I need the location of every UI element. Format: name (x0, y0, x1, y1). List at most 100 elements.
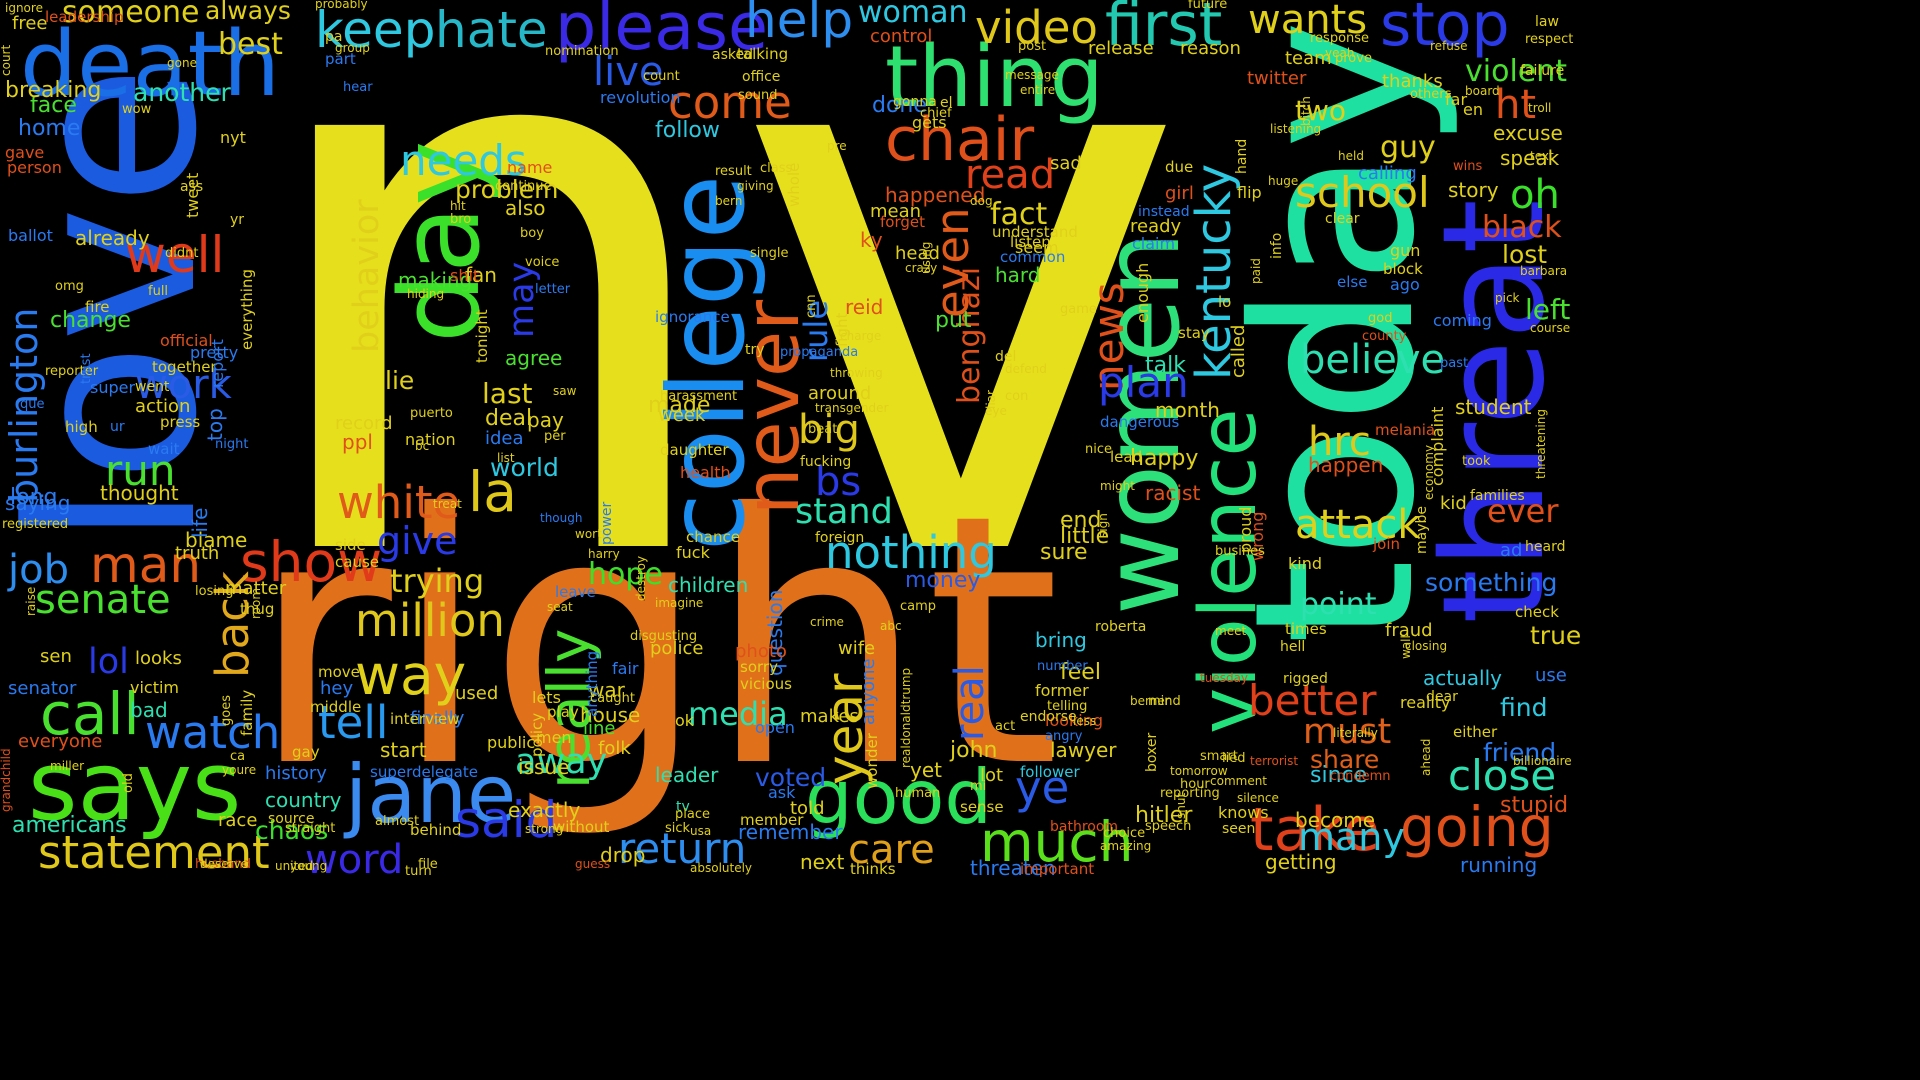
word-bitch: bitch (1299, 96, 1313, 126)
word-hell: hell (1280, 639, 1306, 655)
word-worth: worth (575, 527, 610, 541)
word-gone: gone (167, 56, 197, 70)
word-come: come (668, 76, 792, 129)
word-release: release (1088, 38, 1154, 59)
word-something: something (1425, 568, 1558, 597)
word-huge: huge (1268, 174, 1299, 188)
word-sen: sen (40, 646, 72, 667)
word-telling: telling (1047, 699, 1088, 714)
word-result: result (715, 164, 752, 179)
word-open: open (755, 718, 795, 737)
word-list: list (497, 451, 515, 465)
word-agree: agree (505, 346, 563, 370)
word-leave: leave (555, 583, 596, 601)
word-sad: sad (1050, 153, 1082, 174)
word-school: school (1295, 168, 1430, 217)
word-bad: bad (130, 698, 168, 722)
word-sign: sign (1096, 512, 1110, 538)
word-enough: enough (1133, 262, 1152, 323)
word-usa: usa (690, 824, 712, 838)
word-free: free (12, 13, 48, 34)
word-gave: gave (5, 143, 45, 162)
word-past: past (1440, 356, 1469, 371)
word-bs: bs (815, 459, 862, 505)
word-tell: tell (318, 696, 389, 749)
word-smart: smart (1200, 749, 1238, 764)
word-literally: literally (1333, 726, 1378, 740)
word-absolutely: absolutely (690, 861, 753, 875)
word-goes: goes (219, 695, 234, 727)
word-omg: omg (55, 279, 84, 294)
word-ahead: ahead (1419, 738, 1433, 776)
word-miller: miller (50, 759, 85, 773)
word-white: white (337, 476, 461, 529)
word-sick: sick (665, 821, 691, 836)
word-victim: victim (130, 678, 180, 697)
word-ppl: ppl (342, 430, 373, 454)
word-war: war (588, 678, 625, 702)
word-entire: entire (1020, 83, 1056, 97)
word-oh: oh (1510, 172, 1560, 218)
word-stupid: stupid (1500, 793, 1569, 818)
word-file: file (418, 857, 438, 872)
word-wow: wow (122, 102, 152, 117)
word-actually: actually (1423, 666, 1502, 690)
word-hour: hour (1180, 777, 1210, 792)
word-share: share (1310, 745, 1380, 774)
word-without: without (553, 818, 610, 836)
word-anything: anything (583, 650, 601, 717)
word-families: families (1470, 488, 1525, 504)
word-response: response (1310, 31, 1370, 46)
word-tuesday: tuesday (1200, 671, 1249, 685)
word-turn: turn (405, 864, 432, 879)
word-pa: pa (325, 29, 343, 45)
word-check: check (1515, 603, 1559, 621)
word-many: many (1298, 815, 1405, 859)
word-refuse: refuse (1430, 39, 1468, 53)
word-twitter: twitter (1247, 68, 1307, 89)
word-board: board (1465, 84, 1500, 98)
word-side: side (335, 536, 366, 554)
word-night: night (215, 437, 249, 452)
word-sound: sound (738, 88, 778, 103)
word-public: public (487, 733, 536, 752)
word-continue: continue (495, 179, 552, 194)
word-best: best (218, 27, 283, 62)
word-mi: mi (970, 779, 987, 794)
word-class: class (760, 161, 793, 176)
word-harassment: harassment (660, 389, 738, 404)
word-world: world (490, 453, 559, 482)
word-fucking: fucking (800, 454, 852, 470)
word-ballot: ballot (8, 226, 53, 245)
word-try: try (745, 342, 765, 358)
word-official: official (160, 331, 213, 350)
word-much: much (980, 810, 1134, 874)
word-bc: bc (415, 439, 430, 453)
word-barbara: barbara (1520, 264, 1568, 278)
word-deal: deal (485, 406, 533, 431)
word-statement: statement (38, 826, 270, 879)
word-true: true (1530, 621, 1582, 650)
word-problem: problem (455, 175, 559, 204)
word-woman: woman (858, 0, 968, 30)
word-care: care (848, 827, 935, 873)
word-control: control (870, 26, 933, 47)
word-comment: comment (1210, 774, 1268, 788)
word-deserve: deserve (200, 857, 249, 871)
word-million: million (355, 594, 505, 647)
word-health: health (680, 463, 731, 482)
word-job: job (8, 547, 69, 593)
word-month: month (1155, 398, 1220, 422)
word-pre: pre (827, 139, 847, 153)
word-last: last (482, 377, 533, 410)
word-looking: looking (1045, 711, 1104, 730)
word-claim: claim (1132, 234, 1176, 253)
word-drop: drop (600, 843, 646, 867)
word-en: en (1463, 100, 1483, 119)
word-lets: lets (532, 688, 561, 707)
word-didnt: didnt (165, 246, 199, 261)
word-chance: chance (686, 528, 740, 546)
word-may: may (502, 261, 542, 338)
word-return: return (618, 824, 747, 873)
word-start: start (380, 738, 427, 762)
